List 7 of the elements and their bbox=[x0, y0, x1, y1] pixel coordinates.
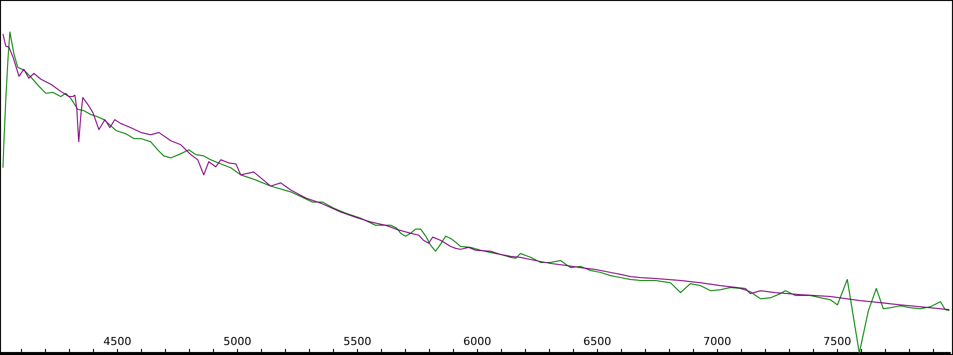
x-tick-label: 4500 bbox=[103, 335, 132, 348]
x-tick-label: 7000 bbox=[703, 335, 732, 348]
x-tick-label: 6000 bbox=[463, 335, 492, 348]
x-tick-label: 7500 bbox=[823, 335, 852, 348]
x-tick-label: 6500 bbox=[583, 335, 612, 348]
x-tick-label: 5500 bbox=[343, 335, 372, 348]
x-tick-label: 5000 bbox=[223, 335, 252, 348]
